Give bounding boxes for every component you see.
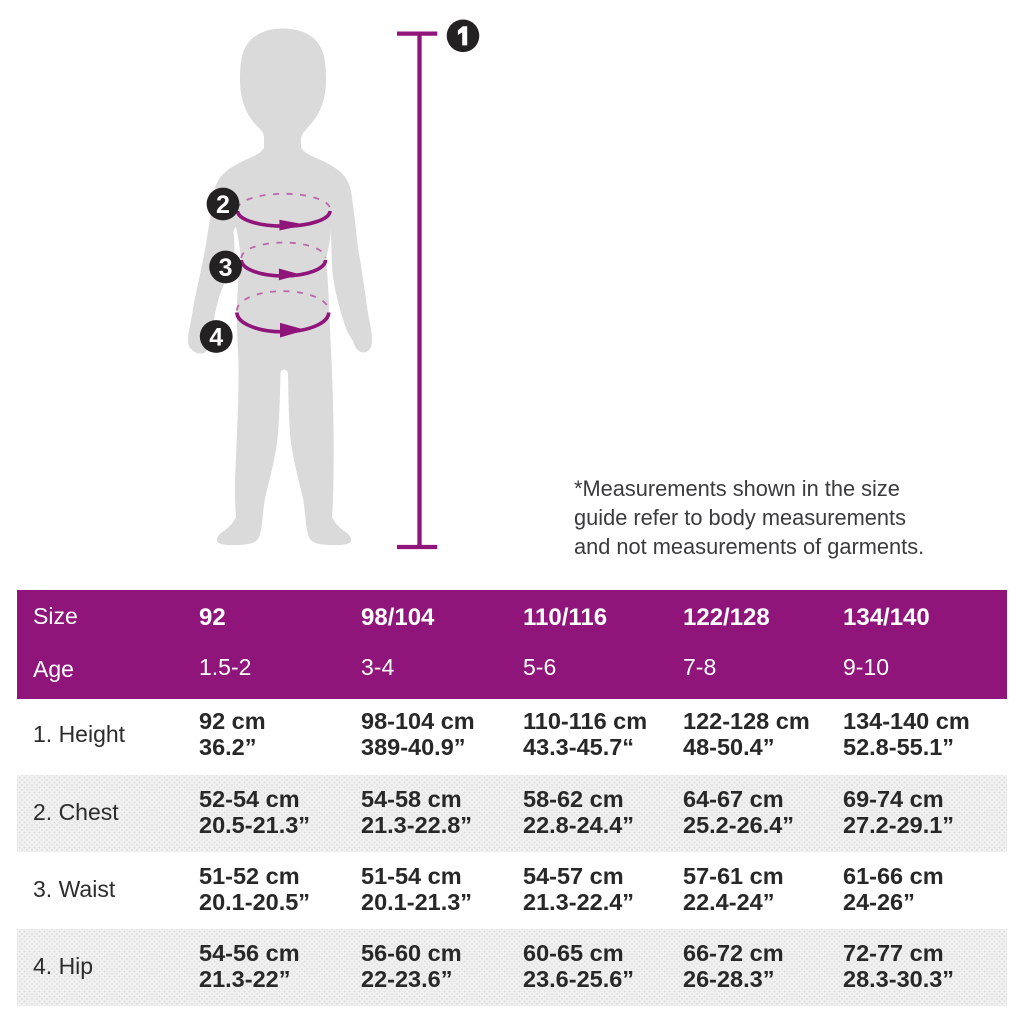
svg-text:2: 2 <box>216 191 230 219</box>
svg-text:3: 3 <box>219 254 233 282</box>
svg-text:4: 4 <box>209 324 223 352</box>
